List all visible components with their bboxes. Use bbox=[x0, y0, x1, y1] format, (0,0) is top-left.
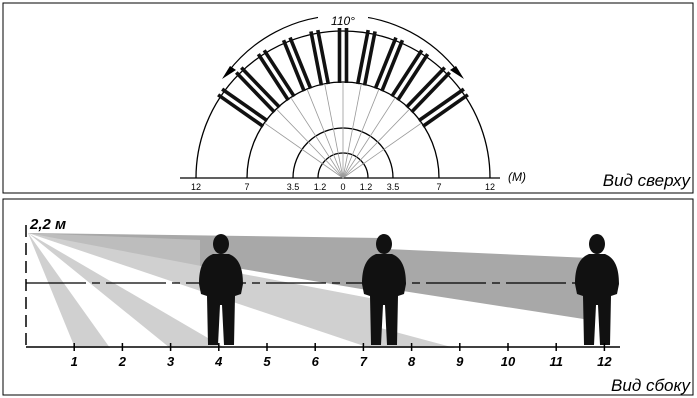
side-view-caption: Вид сбоку bbox=[611, 376, 691, 395]
floor-beam-1 bbox=[28, 233, 110, 348]
distance-tick-label: 12 bbox=[597, 354, 612, 369]
distance-tick-label: 1 bbox=[71, 354, 78, 369]
top-scale-tick: 0 bbox=[340, 182, 345, 192]
top-view-scale-ticks: 12 7 3.5 1.2 0 1.2 3.5 7 12 bbox=[191, 182, 495, 192]
top-beam-strip bbox=[281, 39, 306, 92]
top-scale-tick: 12 bbox=[485, 182, 495, 192]
top-beam-strip bbox=[337, 28, 342, 83]
top-beam-inner-ray bbox=[342, 84, 362, 179]
distance-tick-label: 8 bbox=[408, 354, 416, 369]
person-body bbox=[199, 254, 243, 345]
person-head bbox=[589, 234, 605, 254]
top-beam-strip bbox=[405, 66, 446, 109]
top-scale-tick: 7 bbox=[436, 182, 441, 192]
top-beam-strip bbox=[355, 29, 370, 85]
top-beam-strip bbox=[221, 87, 269, 123]
top-beam-strip bbox=[396, 53, 430, 102]
top-beam-strip bbox=[344, 28, 349, 83]
top-scale-tick: 1.2 bbox=[314, 182, 327, 192]
person-body bbox=[362, 254, 406, 345]
top-beam-inner-ray bbox=[342, 89, 379, 179]
top-beam-inner-ray bbox=[342, 109, 410, 179]
side-view-distance-ticks: 1 2 3 4 5 6 7 8 9 10 11 12 bbox=[71, 343, 612, 369]
top-beam-strip bbox=[417, 87, 465, 123]
floor-beam-2 bbox=[28, 233, 225, 348]
top-beam-inner-ray bbox=[324, 84, 344, 179]
distance-tick-label: 9 bbox=[456, 354, 464, 369]
height-label: 2,2 м bbox=[29, 216, 66, 233]
top-view-caption: Вид сверху bbox=[603, 171, 692, 190]
person-silhouette bbox=[199, 234, 243, 345]
top-beam-strip bbox=[217, 93, 265, 128]
top-beam-inner-ray bbox=[276, 109, 344, 179]
distance-tick-label: 7 bbox=[360, 354, 368, 369]
distance-tick-label: 3 bbox=[167, 354, 175, 369]
top-scale-tick: 12 bbox=[191, 182, 201, 192]
top-beam-strip bbox=[373, 36, 398, 90]
top-beam-inner-ray bbox=[342, 123, 422, 179]
person-head bbox=[376, 234, 392, 254]
distance-tick-label: 4 bbox=[214, 354, 223, 369]
top-beam-strip bbox=[309, 31, 324, 86]
top-beam-inner-ray bbox=[264, 123, 344, 179]
top-beam-strip bbox=[262, 49, 296, 98]
person-silhouette bbox=[575, 234, 619, 345]
top-scale-tick: 3.5 bbox=[287, 182, 300, 192]
top-view-range-arcs bbox=[180, 30, 500, 179]
arc-12m bbox=[195, 30, 491, 179]
angle-label: 110° bbox=[331, 14, 355, 28]
top-scale-tick: 7 bbox=[244, 182, 249, 192]
top-beam-strip bbox=[390, 49, 424, 98]
angle-arrow-left bbox=[222, 66, 236, 79]
top-beam-inner-ray bbox=[290, 98, 344, 179]
top-beam-strip bbox=[240, 66, 281, 109]
top-beam-inner-ray bbox=[307, 89, 344, 179]
angle-arrow-right bbox=[450, 66, 464, 79]
distance-tick-label: 2 bbox=[118, 354, 127, 369]
distance-tick-label: 10 bbox=[501, 354, 516, 369]
person-head bbox=[213, 234, 229, 254]
top-scale-tick: 3.5 bbox=[387, 182, 400, 192]
angle-indicator: 110° bbox=[222, 12, 464, 79]
top-view-detection-beams bbox=[217, 28, 469, 179]
top-beam-strip bbox=[362, 31, 377, 86]
top-beam-strip bbox=[288, 36, 313, 90]
person-silhouette bbox=[362, 234, 406, 345]
distance-tick-label: 11 bbox=[549, 354, 563, 369]
person-body bbox=[575, 254, 619, 345]
top-beam-strip bbox=[316, 29, 331, 85]
top-beam-strip bbox=[234, 71, 276, 114]
angle-label-bg bbox=[318, 12, 368, 28]
top-beam-strip bbox=[421, 93, 469, 128]
unit-label: (M) bbox=[508, 170, 526, 184]
top-beam-strip bbox=[410, 71, 452, 114]
arc-7m bbox=[246, 81, 440, 179]
distance-tick-label: 6 bbox=[312, 354, 320, 369]
top-scale-tick: 1.2 bbox=[360, 182, 373, 192]
top-beam-inner-ray bbox=[342, 98, 396, 179]
person-figures bbox=[199, 234, 619, 345]
distance-tick-label: 5 bbox=[263, 354, 271, 369]
top-beam-strip bbox=[380, 39, 405, 92]
top-beam-strip bbox=[256, 53, 290, 102]
